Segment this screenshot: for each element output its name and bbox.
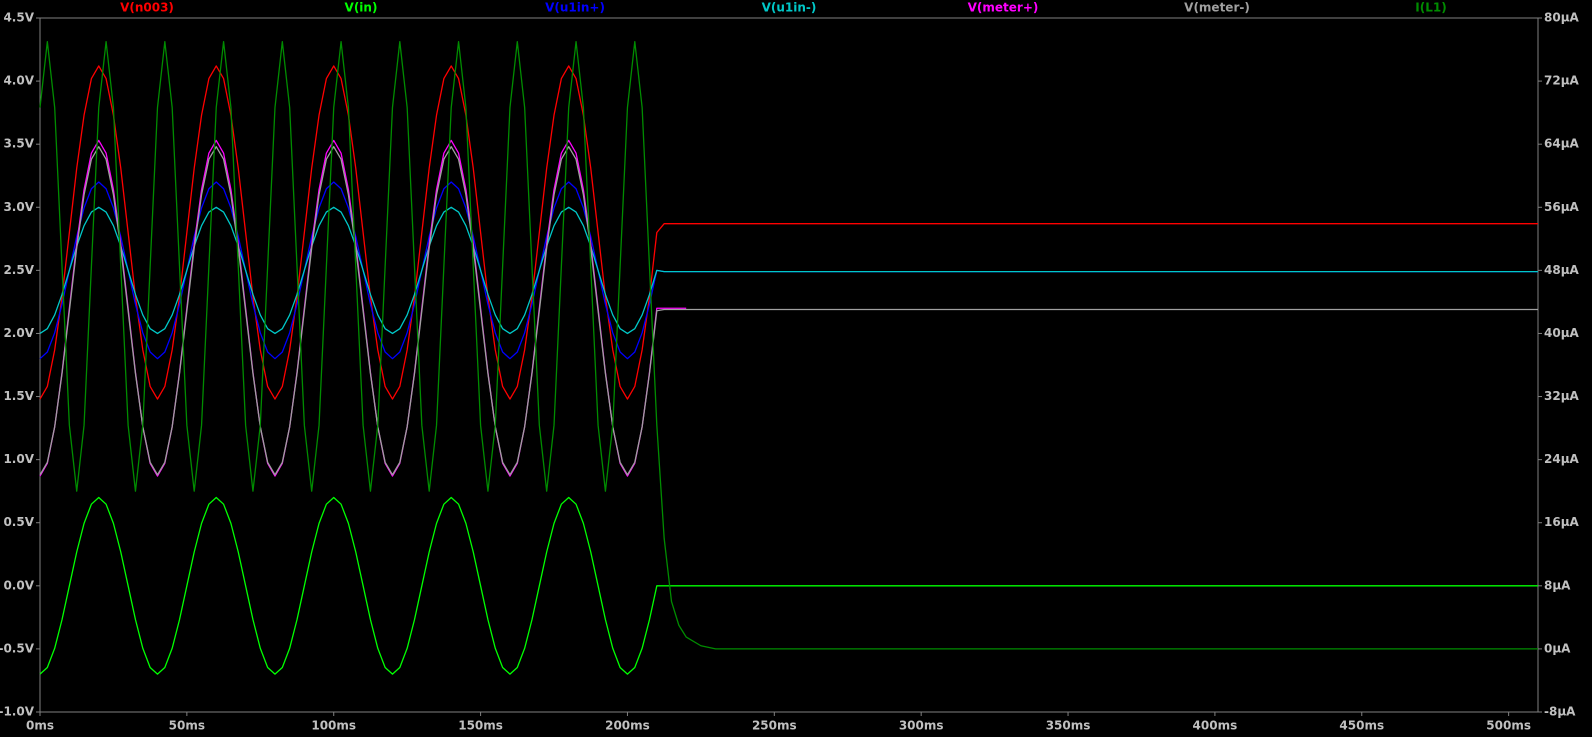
legend-label: V(in) — [345, 1, 378, 15]
y-tick-label: 0.5V — [3, 515, 34, 529]
series-line — [39, 206, 1538, 335]
series-line — [39, 496, 1538, 675]
y-tick-label: 1.0V — [3, 452, 34, 466]
y-tick-label: 2.5V — [3, 263, 34, 277]
y2-tick-label: 8µA — [1544, 578, 1571, 592]
plot-frame — [39, 17, 1539, 713]
y2-tick-label: 64µA — [1544, 137, 1580, 151]
legend-label: V(u1in-) — [762, 1, 817, 15]
legend-label: V(meter-) — [1184, 1, 1250, 15]
x-tick-label: 50ms — [169, 719, 205, 733]
y2-tick-label: 24µA — [1544, 452, 1580, 466]
y-tick-label: 3.5V — [3, 137, 34, 151]
x-tick-label: 200ms — [605, 719, 650, 733]
legend-label: I(L1) — [1415, 1, 1446, 15]
x-tick-label: 400ms — [1193, 719, 1238, 733]
y2-tick-label: 80µA — [1544, 11, 1580, 25]
y-tick-label: 4.5V — [3, 11, 34, 25]
x-tick-label: 350ms — [1046, 719, 1091, 733]
y2-tick-label: 56µA — [1544, 200, 1580, 214]
y2-tick-label: 16µA — [1544, 515, 1580, 529]
legend-label: V(u1in+) — [545, 1, 605, 15]
x-tick-label: 100ms — [311, 719, 356, 733]
y-tick-label: -0.5V — [0, 641, 35, 655]
y2-tick-label: 48µA — [1544, 263, 1580, 277]
y-tick-label: 2.0V — [3, 326, 34, 340]
series-line — [39, 41, 1538, 650]
legend-label: V(meter+) — [968, 1, 1039, 15]
y2-tick-label: 40µA — [1544, 326, 1580, 340]
x-tick-label: 300ms — [899, 719, 944, 733]
x-tick-label: 250ms — [752, 719, 797, 733]
series-line — [39, 146, 1538, 476]
legend-label: V(n003) — [120, 1, 174, 15]
y-tick-label: 1.5V — [3, 389, 34, 403]
x-tick-label: 450ms — [1339, 719, 1384, 733]
y-tick-label: 3.0V — [3, 200, 34, 214]
y-tick-label: 0.0V — [3, 578, 34, 592]
y-tick-label: 4.0V — [3, 74, 34, 88]
x-tick-label: 150ms — [458, 719, 503, 733]
series-line — [39, 65, 1538, 400]
y2-tick-label: 32µA — [1544, 389, 1580, 403]
y2-tick-label: 72µA — [1544, 74, 1580, 88]
y-tick-label: -1.0V — [0, 705, 35, 719]
x-tick-label: 0ms — [26, 719, 54, 733]
x-tick-label: 500ms — [1486, 719, 1531, 733]
y2-tick-label: -8µA — [1544, 705, 1576, 719]
y2-tick-label: 0µA — [1544, 641, 1571, 655]
